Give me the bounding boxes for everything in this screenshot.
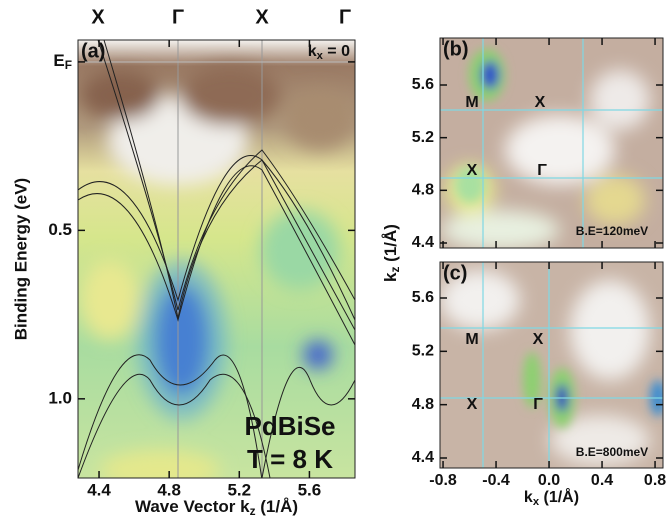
y-tick-label: 4.8 xyxy=(412,182,434,199)
x-axis-label-part: (1/Å) xyxy=(256,497,299,516)
y-tick-label: 5.2 xyxy=(412,129,434,146)
cut-label-sub: x xyxy=(317,50,324,62)
heatmap-b xyxy=(440,38,663,248)
heatmap-a xyxy=(78,40,355,478)
annotation: M xyxy=(465,94,478,111)
x-axis-label-part: Wave Vector k xyxy=(135,497,250,516)
x-axis-label: Wave Vector kz (1/Å) xyxy=(135,497,298,518)
annotation: B.E=800meV xyxy=(576,445,648,459)
annotation: T = 8 K xyxy=(247,444,333,474)
annotation: X xyxy=(467,162,478,179)
y-tick-label: 5.2 xyxy=(412,343,434,360)
y-tick-label: EF xyxy=(53,51,72,72)
x-tick-label: 5.6 xyxy=(298,480,322,499)
y-tick-label-part: E xyxy=(53,51,64,70)
symmetry-point: X xyxy=(255,6,269,28)
x-tick-label: 0.0 xyxy=(538,472,560,489)
x-axis-label-part: k xyxy=(524,489,533,506)
panel-label: (a) xyxy=(81,40,105,62)
x-tick-label: -0.4 xyxy=(482,472,510,489)
cut-label: kx = 0 xyxy=(308,43,350,62)
x-tick-label: 5.2 xyxy=(227,480,251,499)
frame xyxy=(439,261,664,469)
y-axis-label-sub: z xyxy=(388,266,402,272)
y-tick-label: 4.4 xyxy=(412,234,434,251)
y-axis-label-part: (1/Å) xyxy=(381,224,400,267)
annotation: X xyxy=(467,396,478,413)
y-axis-label-part: k xyxy=(381,272,400,282)
cut-label-part: k xyxy=(308,43,317,60)
annotation: M xyxy=(465,331,478,348)
x-axis-label: kx (1/Å) xyxy=(524,487,579,508)
x-tick-label: 4.8 xyxy=(157,480,181,499)
frame xyxy=(77,39,356,479)
symmetry-point: Γ xyxy=(339,6,351,28)
x-axis-label-sub: z xyxy=(250,504,256,518)
x-tick-label: 4.4 xyxy=(87,480,111,499)
frame xyxy=(439,37,664,249)
annotation: X xyxy=(535,94,546,111)
annotation: B.E=120meV xyxy=(576,224,648,238)
x-axis-label-part: (1/Å) xyxy=(539,487,579,506)
y-axis-label: kz (1/Å) xyxy=(381,224,402,282)
heatmap-c xyxy=(440,262,663,468)
annotation: PdBiSe xyxy=(244,411,335,441)
y-tick-label: 0.5 xyxy=(48,220,72,239)
cut-label-part: = 0 xyxy=(323,43,350,60)
x-tick-label: -0.8 xyxy=(429,472,457,489)
y-tick-label: 5.6 xyxy=(412,76,434,93)
y-tick-label: 5.6 xyxy=(412,289,434,306)
annotation: Γ xyxy=(537,162,547,179)
annotation: Γ xyxy=(533,396,543,413)
panel-label: (b) xyxy=(443,38,469,60)
x-axis-label-sub: x xyxy=(533,496,540,508)
y-axis-label: Binding Energy (eV) xyxy=(11,178,30,340)
annotation: X xyxy=(533,331,544,348)
y-tick-label: 1.0 xyxy=(48,388,72,407)
y-tick-label: 4.4 xyxy=(412,449,434,466)
y-tick-label-sub: F xyxy=(65,58,72,72)
y-tick-label: 4.8 xyxy=(412,396,434,413)
x-tick-label: 0.8 xyxy=(644,472,666,489)
symmetry-point: X xyxy=(91,6,105,28)
x-tick-label: 0.4 xyxy=(591,472,613,489)
symmetry-point: Γ xyxy=(172,6,184,28)
panel-label: (c) xyxy=(443,262,467,284)
